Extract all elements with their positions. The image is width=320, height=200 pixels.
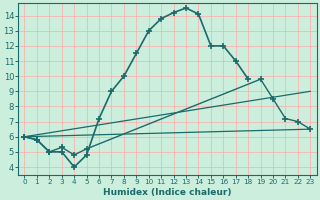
X-axis label: Humidex (Indice chaleur): Humidex (Indice chaleur) (103, 188, 232, 197)
